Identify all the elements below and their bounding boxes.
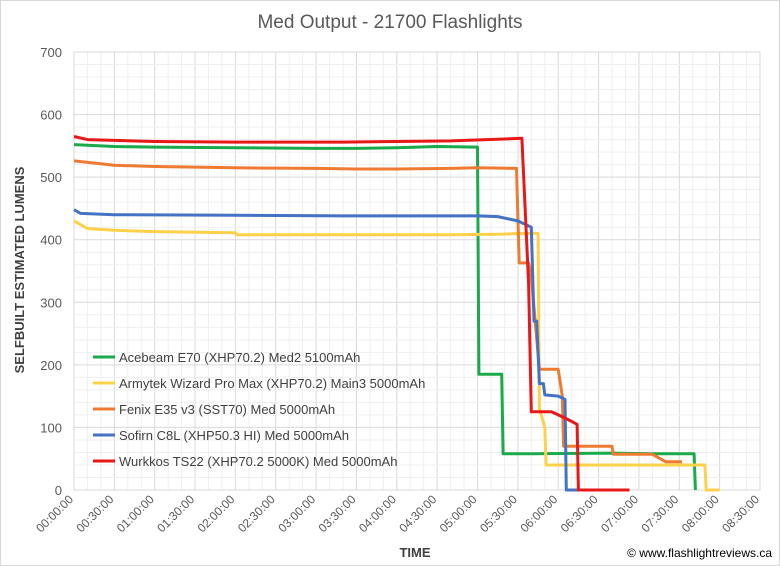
- series-lines: [73, 135, 720, 492]
- series-line-3: [73, 159, 682, 464]
- plot-area: [73, 51, 761, 491]
- series-line-2: [73, 219, 720, 492]
- legend-label: Armytek Wizard Pro Max (XHP70.2) Main3 5…: [119, 376, 425, 391]
- series-line-5: [73, 135, 630, 492]
- legend-label: Fenix E35 v3 (SST70) Med 5000mAh: [119, 402, 335, 417]
- credit-text: © www.flashlightreviews.ca: [627, 546, 772, 560]
- y-tick-label: 400: [40, 233, 62, 248]
- y-tick-label: 0: [55, 483, 62, 498]
- legend-label: Acebeam E70 (XHP70.2) Med2 5100mAh: [119, 350, 360, 365]
- y-tick-label: 600: [40, 108, 62, 123]
- series-line-4: [73, 208, 610, 492]
- y-tick-label: 300: [40, 295, 62, 310]
- y-tick-label: 700: [40, 45, 62, 60]
- legend-label: Wurkkos TS22 (XHP70.2 5000K) Med 5000mAh: [119, 454, 397, 469]
- y-axis-label: SELFBUILT ESTIMATED LUMENS: [12, 166, 27, 373]
- y-tick-label: 500: [40, 170, 62, 185]
- y-tick-label: 100: [40, 420, 62, 435]
- x-axis-label: TIME: [399, 545, 430, 560]
- y-tick-label: 200: [40, 358, 62, 373]
- legend-label: Sofirn C8L (XHP50.3 HI) Med 5000mAh: [119, 428, 349, 443]
- y-axis-ticks: 0 100 200 300 400 500 600 700: [40, 45, 62, 498]
- legend: Acebeam E70 (XHP70.2) Med2 5100mAh Armyte…: [93, 350, 425, 469]
- chart-title: Med Output - 21700 Flashlights: [257, 12, 522, 33]
